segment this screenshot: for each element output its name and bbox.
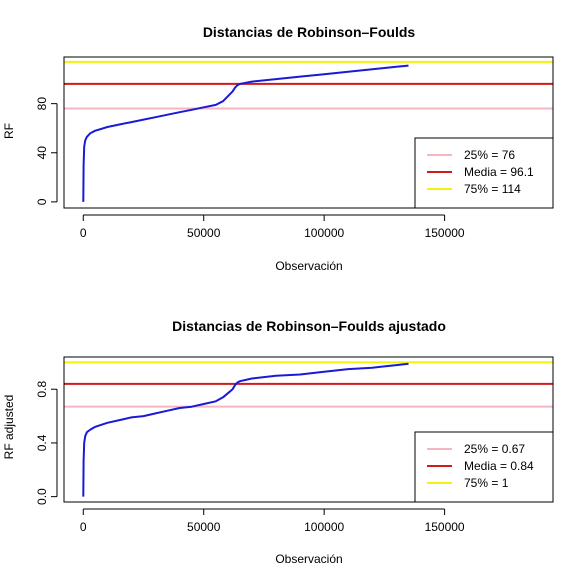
x-axis: 0 50000 100000 150000 [80,508,465,534]
y-tick-label: 0.4 [35,434,49,451]
legend-label: 75% = 114 [464,182,521,196]
x-tick-label: 150000 [425,226,465,240]
legend: 25% = 0.67 Media = 0.84 75% = 1 [414,431,554,503]
x-axis-label: Observación [275,259,342,273]
x-tick-label: 50000 [187,520,221,534]
x-tick-label: 100000 [304,226,344,240]
y-axis: 0 40 80 [35,97,58,205]
chart-title: Distancias de Robinson–Foulds [203,24,416,40]
y-axis: 0.0 0.4 0.8 [35,381,58,505]
legend-label: 75% = 1 [464,476,509,490]
x-tick-label: 0 [80,226,87,240]
x-axis: 0 50000 100000 150000 [80,214,465,240]
x-tick-label: 0 [80,520,87,534]
y-tick-label: 0.8 [35,381,49,398]
y-tick-label: 0.0 [35,488,49,505]
legend-label: Media = 0.84 [464,459,534,473]
legend-label: 25% = 76 [464,148,515,162]
data-series-line [82,64,409,202]
y-axis-label: RF adjusted [2,395,16,460]
plot-frame [63,56,554,209]
y-tick-label: 0 [35,198,49,205]
x-tick-label: 50000 [187,226,221,240]
legend-label: 25% = 0.67 [464,442,525,456]
y-axis-label: RF [2,123,16,139]
plot-area: 0 50000 100000 150000 0 40 80 25% = 76 Media = 9… [35,56,554,240]
y-tick-label: 40 [35,146,49,160]
data-series-line [82,362,409,497]
legend-label: Media = 96.1 [464,165,534,179]
chart-panel-robinson-foulds-ajustado: Distancias de Robinson–Foulds ajustado O… [2,318,554,566]
chart-panel-robinson-foulds: Distancias de Robinson–Foulds Observació… [2,24,554,273]
legend: 25% = 76 Media = 96.1 75% = 114 [414,137,554,209]
y-tick-label: 80 [35,97,49,111]
x-tick-label: 150000 [425,520,465,534]
chart-title: Distancias de Robinson–Foulds ajustado [172,318,446,334]
plot-area: 0 50000 100000 150000 0.0 0.4 0.8 25% = 0.67 Med… [35,356,554,534]
plot-frame [63,356,554,503]
x-axis-label: Observación [275,552,342,566]
x-tick-label: 100000 [304,520,344,534]
